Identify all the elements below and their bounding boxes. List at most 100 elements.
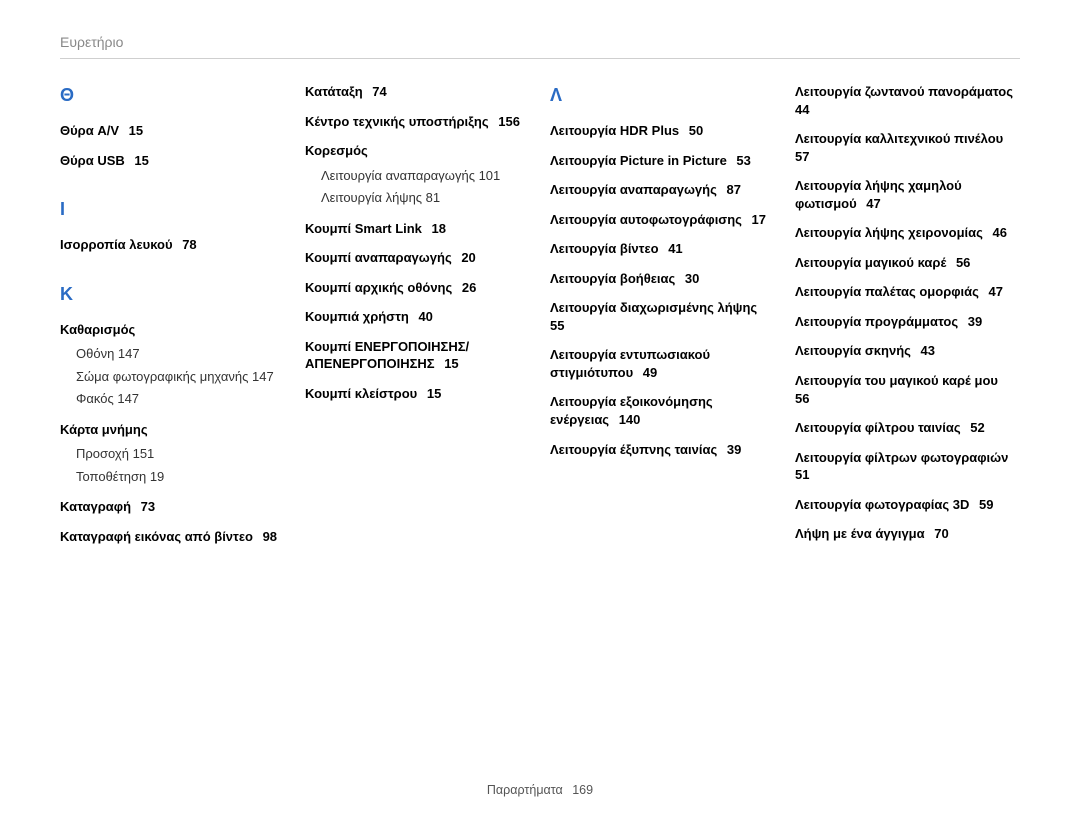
- entry-page: 15: [131, 153, 149, 168]
- index-column: ΘΘύρα A/V 15Θύρα USB 15ΙΙσορροπία λευκού…: [60, 83, 285, 557]
- sub-entry[interactable]: Λειτουργία αναπαραγωγής 101: [321, 166, 530, 186]
- index-entry[interactable]: Ισορροπία λευκού 78: [60, 236, 285, 254]
- entry-page: 53: [733, 153, 751, 168]
- entry-label: Κατάταξη: [305, 84, 363, 99]
- entry-label: Λειτουργία HDR Plus: [550, 123, 679, 138]
- entry-page: 57: [795, 149, 809, 164]
- entry-label: Λειτουργία βίντεο: [550, 241, 659, 256]
- letter-group: ΘΘύρα A/V 15Θύρα USB 15: [60, 85, 285, 169]
- entry-page: 55: [550, 318, 564, 333]
- index-entry[interactable]: Λειτουργία βοήθειας 30: [550, 270, 775, 288]
- index-entry[interactable]: Λήψη με ένα άγγιγμα 70: [795, 525, 1020, 543]
- entry-page: 52: [967, 420, 985, 435]
- index-entry[interactable]: Λειτουργία διαχωρισμένης λήψης 55: [550, 299, 775, 334]
- entry-page: 56: [795, 391, 809, 406]
- index-entry[interactable]: Λειτουργία βίντεο 41: [550, 240, 775, 258]
- index-entry[interactable]: Θύρα A/V 15: [60, 122, 285, 140]
- index-page: Ευρετήριο ΘΘύρα A/V 15Θύρα USB 15ΙΙσορρο…: [0, 0, 1080, 557]
- entry-label: Λειτουργία ζωντανού πανοράματος: [795, 84, 1013, 99]
- index-entry[interactable]: Λειτουργία φίλτρου ταινίας 52: [795, 419, 1020, 437]
- sub-entry[interactable]: Τοποθέτηση 19: [76, 467, 285, 487]
- letter-group: Κατάταξη 74 Κέντρο τεχνικής υποστήριξης 1…: [305, 83, 530, 402]
- index-entry[interactable]: Λειτουργία εντυπωσιακού στιγμιότυπου 49: [550, 346, 775, 381]
- entry-label: Θύρα A/V: [60, 123, 119, 138]
- entry-page: 47: [985, 284, 1003, 299]
- letter-heading: Θ: [60, 85, 285, 106]
- sub-entry[interactable]: Λειτουργία λήψης 81: [321, 188, 530, 208]
- index-entry[interactable]: Λειτουργία φωτογραφίας 3D 59: [795, 496, 1020, 514]
- index-entry[interactable]: Κουμπιά χρήστη 40: [305, 308, 530, 326]
- entry-label: Λειτουργία φωτογραφίας 3D: [795, 497, 969, 512]
- entry-page: 156: [495, 114, 520, 129]
- index-entry[interactable]: Λειτουργία παλέτας ομορφιάς 47: [795, 283, 1020, 301]
- entry-page: 51: [795, 467, 809, 482]
- index-entry[interactable]: Λειτουργία του μαγικού καρέ μου 56: [795, 372, 1020, 407]
- entry-label: Λειτουργία διαχωρισμένης λήψης: [550, 300, 757, 315]
- index-entry[interactable]: Κορεσμός: [305, 142, 530, 160]
- entry-page: 74: [369, 84, 387, 99]
- entry-label: Κορεσμός: [305, 143, 368, 158]
- sub-entry[interactable]: Οθόνη 147: [76, 344, 285, 364]
- footer-page-number: 169: [572, 783, 593, 797]
- entry-page: 40: [415, 309, 433, 324]
- index-entry[interactable]: Λειτουργία καλλιτεχνικού πινέλου 57: [795, 130, 1020, 165]
- entry-page: 41: [665, 241, 683, 256]
- sub-entry[interactable]: Προσοχή 151: [76, 444, 285, 464]
- letter-group: Ι Ισορροπία λευκού 78: [60, 199, 285, 254]
- entry-label: Κάρτα μνήμης: [60, 422, 148, 437]
- letter-group: Λειτουργία ζωντανού πανοράματος 44Λειτου…: [795, 83, 1020, 543]
- sub-entry-list: Λειτουργία αναπαραγωγής 101Λειτουργία λή…: [305, 166, 530, 208]
- index-entry[interactable]: Λειτουργία σκηνής 43: [795, 342, 1020, 360]
- index-entry[interactable]: Καθαρισμός: [60, 321, 285, 339]
- index-entry[interactable]: Λειτουργία έξυπνης ταινίας 39: [550, 441, 775, 459]
- index-entry[interactable]: Λειτουργία προγράμματος 39: [795, 313, 1020, 331]
- entry-page: 15: [441, 356, 459, 371]
- entry-label: Λήψη με ένα άγγιγμα: [795, 526, 925, 541]
- index-entry[interactable]: Λειτουργία λήψης χαμηλού φωτισμού 47: [795, 177, 1020, 212]
- index-entry[interactable]: Κατάταξη 74: [305, 83, 530, 101]
- entry-label: Καθαρισμός: [60, 322, 135, 337]
- sub-entry-list: Προσοχή 151 Τοποθέτηση 19: [60, 444, 285, 486]
- entry-page: 44: [795, 102, 809, 117]
- entry-page: 30: [681, 271, 699, 286]
- index-entry[interactable]: Λειτουργία μαγικού καρέ 56: [795, 254, 1020, 272]
- index-entry[interactable]: Λειτουργία εξοικονόμησης ενέργειας 140: [550, 393, 775, 428]
- index-entry[interactable]: Κέντρο τεχνικής υποστήριξης 156: [305, 113, 530, 131]
- entry-page: 26: [458, 280, 476, 295]
- entry-label: Λειτουργία αναπαραγωγής: [550, 182, 717, 197]
- entry-page: 56: [952, 255, 970, 270]
- entry-page: 140: [615, 412, 640, 427]
- index-entry[interactable]: Κουμπί ΕΝΕΡΓΟΠΟΙΗΣΗΣ/ ΑΠΕΝΕΡΓΟΠΟΙΗΣΗΣ 15: [305, 338, 530, 373]
- entry-label: Λειτουργία καλλιτεχνικού πινέλου: [795, 131, 1003, 146]
- entry-label: Ισορροπία λευκού: [60, 237, 173, 252]
- entry-label: Θύρα USB: [60, 153, 125, 168]
- index-entry[interactable]: Κουμπί κλείστρου 15: [305, 385, 530, 403]
- entry-label: Λειτουργία λήψης χειρονομίας: [795, 225, 983, 240]
- sub-entry[interactable]: Σώμα φωτογραφικής μηχανής 147: [76, 367, 285, 387]
- entry-page: 43: [917, 343, 935, 358]
- index-entry[interactable]: Κουμπί Smart Link 18: [305, 220, 530, 238]
- entry-label: Κουμπί κλείστρου: [305, 386, 417, 401]
- page-header: Ευρετήριο: [60, 34, 1020, 59]
- index-entry[interactable]: Λειτουργία HDR Plus 50: [550, 122, 775, 140]
- entry-page: 47: [863, 196, 881, 211]
- index-entry[interactable]: Λειτουργία Picture in Picture 53: [550, 152, 775, 170]
- entry-label: Λειτουργία σκηνής: [795, 343, 911, 358]
- sub-entry[interactable]: Φακός 147: [76, 389, 285, 409]
- index-entry[interactable]: Λειτουργία λήψης χειρονομίας 46: [795, 224, 1020, 242]
- index-entry[interactable]: Λειτουργία φίλτρων φωτογραφιών 51: [795, 449, 1020, 484]
- index-entry[interactable]: Κουμπί αρχικής οθόνης 26: [305, 279, 530, 297]
- index-entry[interactable]: Κάρτα μνήμης: [60, 421, 285, 439]
- index-entry[interactable]: Κουμπί αναπαραγωγής 20: [305, 249, 530, 267]
- index-entry[interactable]: Λειτουργία ζωντανού πανοράματος 44: [795, 83, 1020, 118]
- entry-label: Λειτουργία του μαγικού καρέ μου: [795, 373, 998, 388]
- letter-heading: Ι: [60, 199, 285, 220]
- index-entry[interactable]: Καταγραφή εικόνας από βίντεο 98: [60, 528, 285, 546]
- footer-section-label: Παραρτήματα: [487, 783, 563, 797]
- entry-page: 17: [748, 212, 766, 227]
- index-entry[interactable]: Λειτουργία αυτοφωτογράφισης 17: [550, 211, 775, 229]
- index-entry[interactable]: Καταγραφή 73: [60, 498, 285, 516]
- index-column: Κατάταξη 74 Κέντρο τεχνικής υποστήριξης 1…: [305, 83, 530, 557]
- index-entry[interactable]: Λειτουργία αναπαραγωγής 87: [550, 181, 775, 199]
- index-entry[interactable]: Θύρα USB 15: [60, 152, 285, 170]
